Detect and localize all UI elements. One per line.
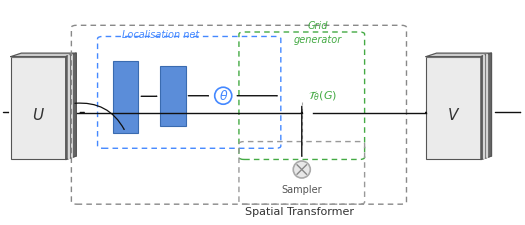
Polygon shape [11,53,76,57]
Bar [426,57,481,160]
Ellipse shape [215,87,232,104]
Text: Grid: Grid [307,21,328,32]
Text: $\mathcal{T}_\theta(G)$: $\mathcal{T}_\theta(G)$ [308,89,338,103]
FancyArrowPatch shape [75,103,124,129]
Polygon shape [68,55,69,159]
Text: generator: generator [293,35,342,45]
Text: $U$: $U$ [32,107,45,123]
Text: $\theta$: $\theta$ [218,89,228,103]
Bar [11,57,66,160]
Ellipse shape [293,161,310,178]
Text: Sampler: Sampler [281,185,322,195]
Polygon shape [426,53,491,57]
Bar [161,65,185,126]
Bar [113,61,139,133]
Text: $V$: $V$ [447,107,460,123]
Polygon shape [71,54,72,158]
Polygon shape [484,55,485,159]
Polygon shape [66,53,76,160]
Text: Localisation net: Localisation net [122,30,199,40]
Text: Spatial Transformer: Spatial Transformer [245,207,354,217]
Polygon shape [481,53,491,160]
